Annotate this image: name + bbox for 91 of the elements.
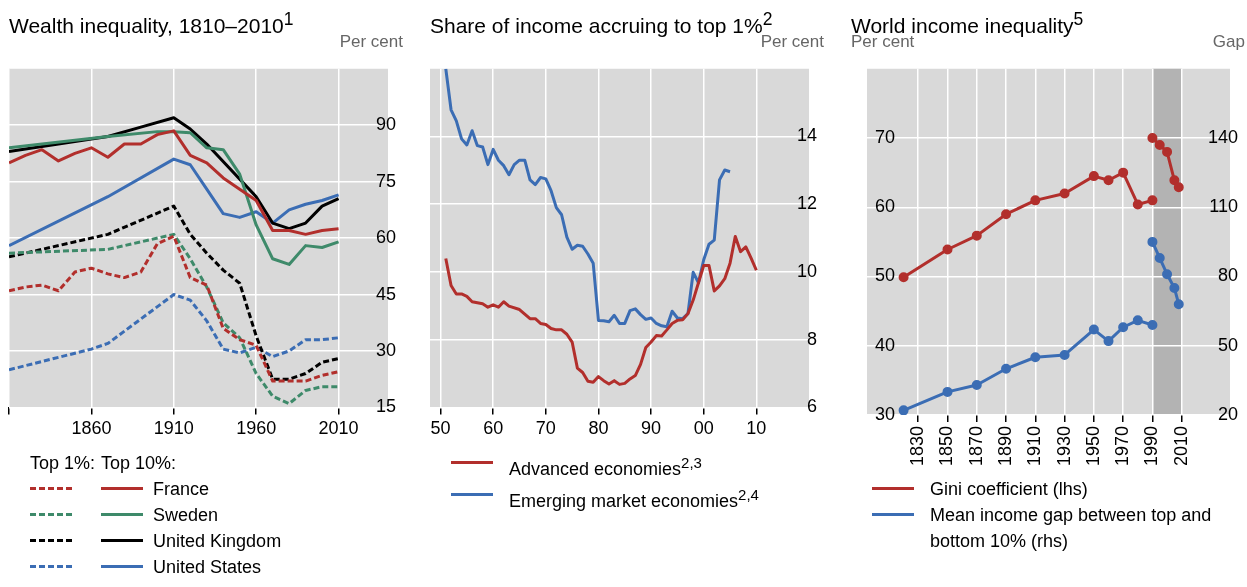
- y-axis-title: Per cent: [339, 32, 403, 52]
- point: [942, 386, 953, 397]
- x-tick-label: 1950: [1082, 425, 1103, 466]
- point: [1059, 188, 1070, 199]
- point: [1088, 171, 1099, 182]
- point: [898, 272, 909, 283]
- legend-label: United Kingdom: [152, 530, 283, 553]
- x-tick-label: 70: [535, 418, 556, 439]
- y2-axis-title: Gap: [1212, 32, 1245, 52]
- y-tick-label: 50: [875, 265, 896, 286]
- x-tick-label: 80: [588, 418, 609, 439]
- point: [1103, 175, 1114, 186]
- x-tick-label: 50: [430, 418, 451, 439]
- point: [1088, 324, 1099, 335]
- y-tick-label: 10: [796, 260, 817, 281]
- point: [1162, 146, 1173, 157]
- y-tick-label: 15: [375, 396, 396, 417]
- point: [1173, 299, 1184, 310]
- y-tick-label: 90: [375, 114, 396, 135]
- y-tick-label: 8: [806, 328, 817, 349]
- y2-tick-label: 80: [1217, 265, 1238, 286]
- y-tick-label: 60: [875, 196, 896, 217]
- point: [1154, 139, 1165, 150]
- x-tick-label: 2010: [318, 418, 359, 439]
- point: [1147, 195, 1158, 206]
- y-tick-label: 60: [375, 227, 396, 248]
- x-tick-label: 90: [641, 418, 662, 439]
- x-tick-label: 10: [746, 418, 767, 439]
- legend-label: United States: [152, 556, 263, 579]
- point: [1001, 209, 1012, 220]
- point: [1162, 269, 1173, 280]
- y-tick-label: 70: [875, 127, 896, 147]
- point: [971, 230, 982, 241]
- legend-label: Gini coefficient (lhs): [930, 478, 1089, 501]
- point: [1132, 199, 1143, 210]
- y-tick-label: 12: [796, 193, 817, 214]
- point: [1001, 363, 1012, 374]
- point: [898, 405, 909, 415]
- x-tick-label: 1910: [1024, 425, 1045, 466]
- point: [971, 379, 982, 390]
- x-tick-label: 00: [693, 418, 714, 439]
- x-tick-label: 60: [483, 418, 504, 439]
- y-axis-title: Per cent: [851, 32, 915, 52]
- y2-tick-label: 20: [1217, 403, 1238, 424]
- x-tick-label: 1860: [71, 418, 112, 439]
- y-tick-label: 30: [375, 339, 396, 360]
- point: [1147, 133, 1158, 144]
- chart-title: Wealth inequality, 1810–2010$^{1}$: [9, 9, 294, 37]
- x-tick-label: 1890: [995, 425, 1016, 466]
- y2-tick-label: 140: [1207, 127, 1238, 147]
- point: [1059, 349, 1070, 360]
- x-tick-label: 1990: [1141, 425, 1162, 466]
- y-tick-label: 75: [375, 170, 396, 191]
- x-tick-label: 1930: [1053, 425, 1074, 466]
- y2-tick-label: 110: [1209, 196, 1238, 217]
- point: [1147, 236, 1158, 247]
- y-tick-label: 14: [796, 125, 817, 146]
- point: [1118, 322, 1129, 333]
- x-tick-label: 1960: [236, 418, 277, 439]
- text: Top 10%:: [101, 452, 178, 475]
- x-tick-label: 1850: [936, 425, 957, 466]
- legend-label: Emerging market economies$^{2,4}$: [509, 485, 760, 513]
- legend-label: Advanced economies$^{2,3}$: [509, 453, 703, 481]
- point: [1030, 195, 1041, 206]
- line-series: [9, 293, 341, 372]
- y-tick-label: 30: [875, 403, 896, 424]
- x-tick-label: 2010: [1170, 425, 1191, 466]
- x-tick-label: 1970: [1112, 425, 1133, 466]
- point: [1132, 315, 1143, 326]
- point: [1118, 167, 1129, 178]
- text: Top 1%:: [30, 452, 97, 475]
- point: [1103, 336, 1114, 347]
- y-tick-label: 40: [875, 334, 896, 355]
- point: [1030, 352, 1041, 363]
- point: [942, 244, 953, 255]
- y-axis-title: Per cent: [760, 32, 824, 52]
- point: [1173, 182, 1184, 193]
- point: [1154, 253, 1165, 264]
- point: [1169, 283, 1180, 294]
- point: [1147, 319, 1158, 330]
- legend-label: Sweden: [152, 504, 220, 527]
- line-series: [9, 204, 341, 381]
- y-tick-label: 45: [375, 283, 396, 304]
- legend-label: Mean income gap between top and bottom 10% (rhs): [930, 504, 1213, 553]
- legend-label: France: [152, 478, 211, 501]
- x-tick-label: 1870: [965, 425, 986, 466]
- y2-tick-label: 50: [1217, 334, 1238, 355]
- y-tick-label: 6: [806, 396, 817, 417]
- x-tick-label: 1830: [907, 425, 928, 466]
- x-tick-label: 1910: [153, 418, 194, 439]
- point: [1169, 175, 1180, 186]
